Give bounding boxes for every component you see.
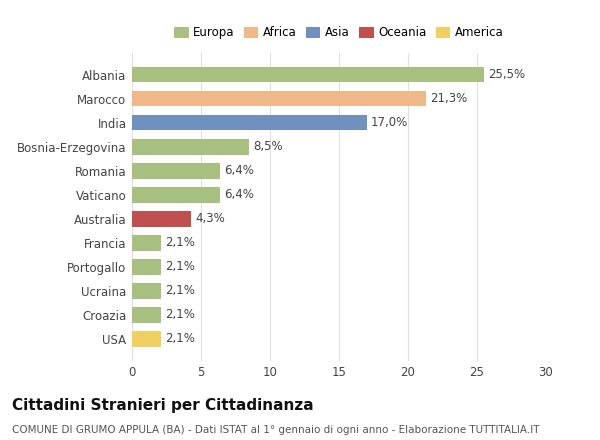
Text: 21,3%: 21,3% [430, 92, 467, 105]
Text: 25,5%: 25,5% [488, 68, 525, 81]
Bar [132, 331, 161, 347]
Text: 2,1%: 2,1% [165, 333, 195, 345]
Text: 4,3%: 4,3% [196, 213, 225, 225]
Bar [132, 67, 484, 82]
Text: 2,1%: 2,1% [165, 284, 195, 297]
Bar [132, 139, 250, 154]
Text: 6,4%: 6,4% [224, 164, 254, 177]
Bar [132, 187, 220, 202]
Text: 17,0%: 17,0% [371, 116, 408, 129]
Text: 2,1%: 2,1% [165, 308, 195, 322]
Legend: Europa, Africa, Asia, Oceania, America: Europa, Africa, Asia, Oceania, America [170, 22, 508, 44]
Text: Cittadini Stranieri per Cittadinanza: Cittadini Stranieri per Cittadinanza [12, 398, 314, 413]
Bar [132, 163, 220, 179]
Bar [132, 283, 161, 299]
Bar [132, 235, 161, 251]
Text: 2,1%: 2,1% [165, 260, 195, 273]
Bar [132, 91, 426, 106]
Text: COMUNE DI GRUMO APPULA (BA) - Dati ISTAT al 1° gennaio di ogni anno - Elaborazio: COMUNE DI GRUMO APPULA (BA) - Dati ISTAT… [12, 425, 539, 435]
Bar [132, 259, 161, 275]
Bar [132, 211, 191, 227]
Bar [132, 115, 367, 131]
Bar [132, 307, 161, 323]
Text: 8,5%: 8,5% [253, 140, 283, 153]
Text: 6,4%: 6,4% [224, 188, 254, 201]
Text: 2,1%: 2,1% [165, 236, 195, 249]
